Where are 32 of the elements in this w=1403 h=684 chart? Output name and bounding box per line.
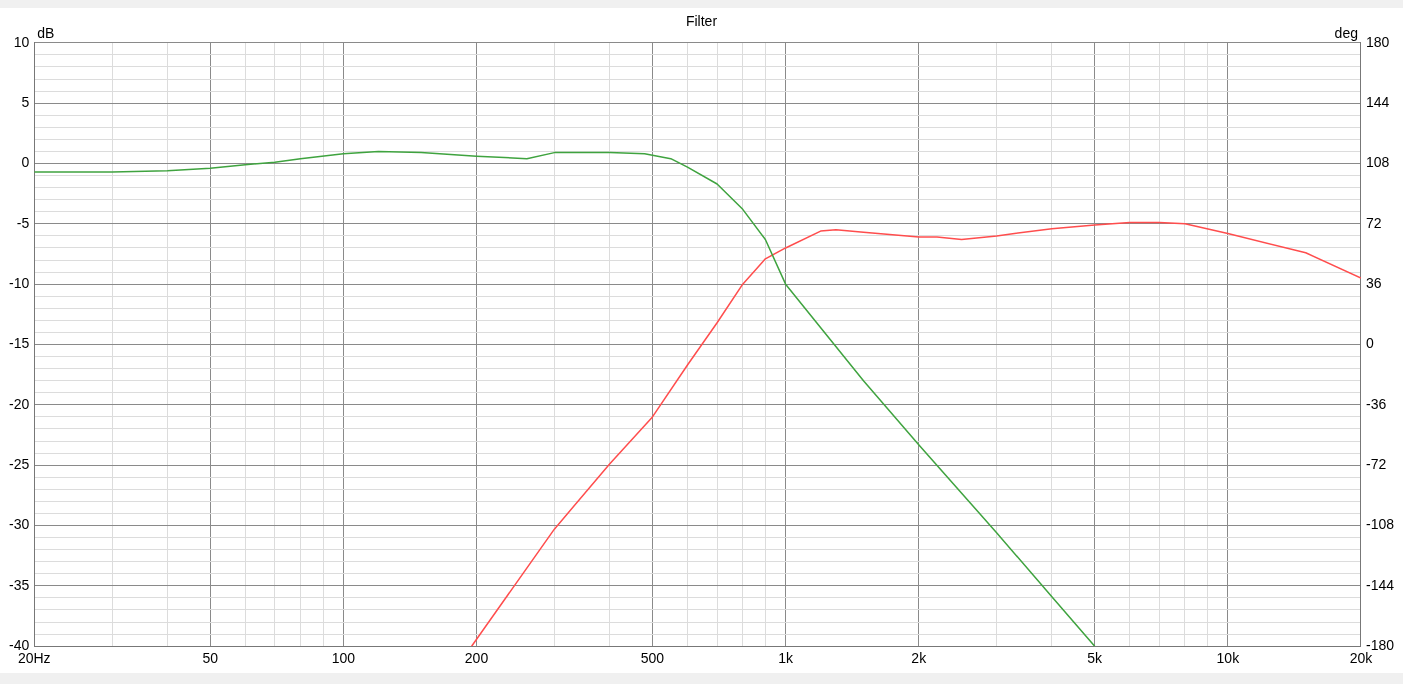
y2-tick-label: 72 (1365, 214, 1382, 231)
x-tick-label: 200 (464, 650, 489, 667)
y2-axis-title: deg (1334, 24, 1358, 41)
y2-tick-label: 0 (1365, 335, 1374, 352)
y-tick-label: -25 (9, 456, 30, 473)
y-tick-label: 0 (21, 154, 30, 171)
x-tick-label: 100 (331, 650, 356, 667)
y-tick-label: 10 (13, 33, 30, 50)
x-tick-label: 10k (1216, 650, 1241, 667)
x-tick-label: 2k (911, 650, 928, 667)
x-tick-label: 20k (1349, 650, 1374, 667)
y-tick-label: 5 (21, 94, 30, 110)
y-tick-label: -10 (9, 275, 30, 292)
y-axis-title: dB (37, 24, 55, 41)
y2-tick-label: -36 (1365, 395, 1387, 412)
y2-tick-label: -144 (1365, 576, 1395, 593)
y-tick-label: -35 (9, 576, 30, 593)
y-tick-label: -5 (16, 214, 30, 231)
y2-tick-label: 144 (1365, 94, 1390, 110)
y-tick-label: -20 (9, 395, 30, 412)
y-tick-label: -15 (9, 335, 30, 352)
x-tick-label: 50 (202, 650, 219, 667)
x-tick-label: 5k (1087, 650, 1104, 667)
y2-tick-label: -108 (1365, 516, 1395, 533)
y2-tick-label: 180 (1365, 33, 1390, 50)
y2-tick-label: 108 (1365, 154, 1390, 171)
y2-tick-label: -72 (1365, 456, 1387, 473)
y2-tick-label: 36 (1365, 275, 1382, 292)
y-tick-label: -30 (9, 516, 30, 533)
x-tick-label: 500 (640, 650, 665, 667)
x-tick-label: 1k (778, 650, 794, 667)
chart-title: Filter (685, 13, 718, 30)
